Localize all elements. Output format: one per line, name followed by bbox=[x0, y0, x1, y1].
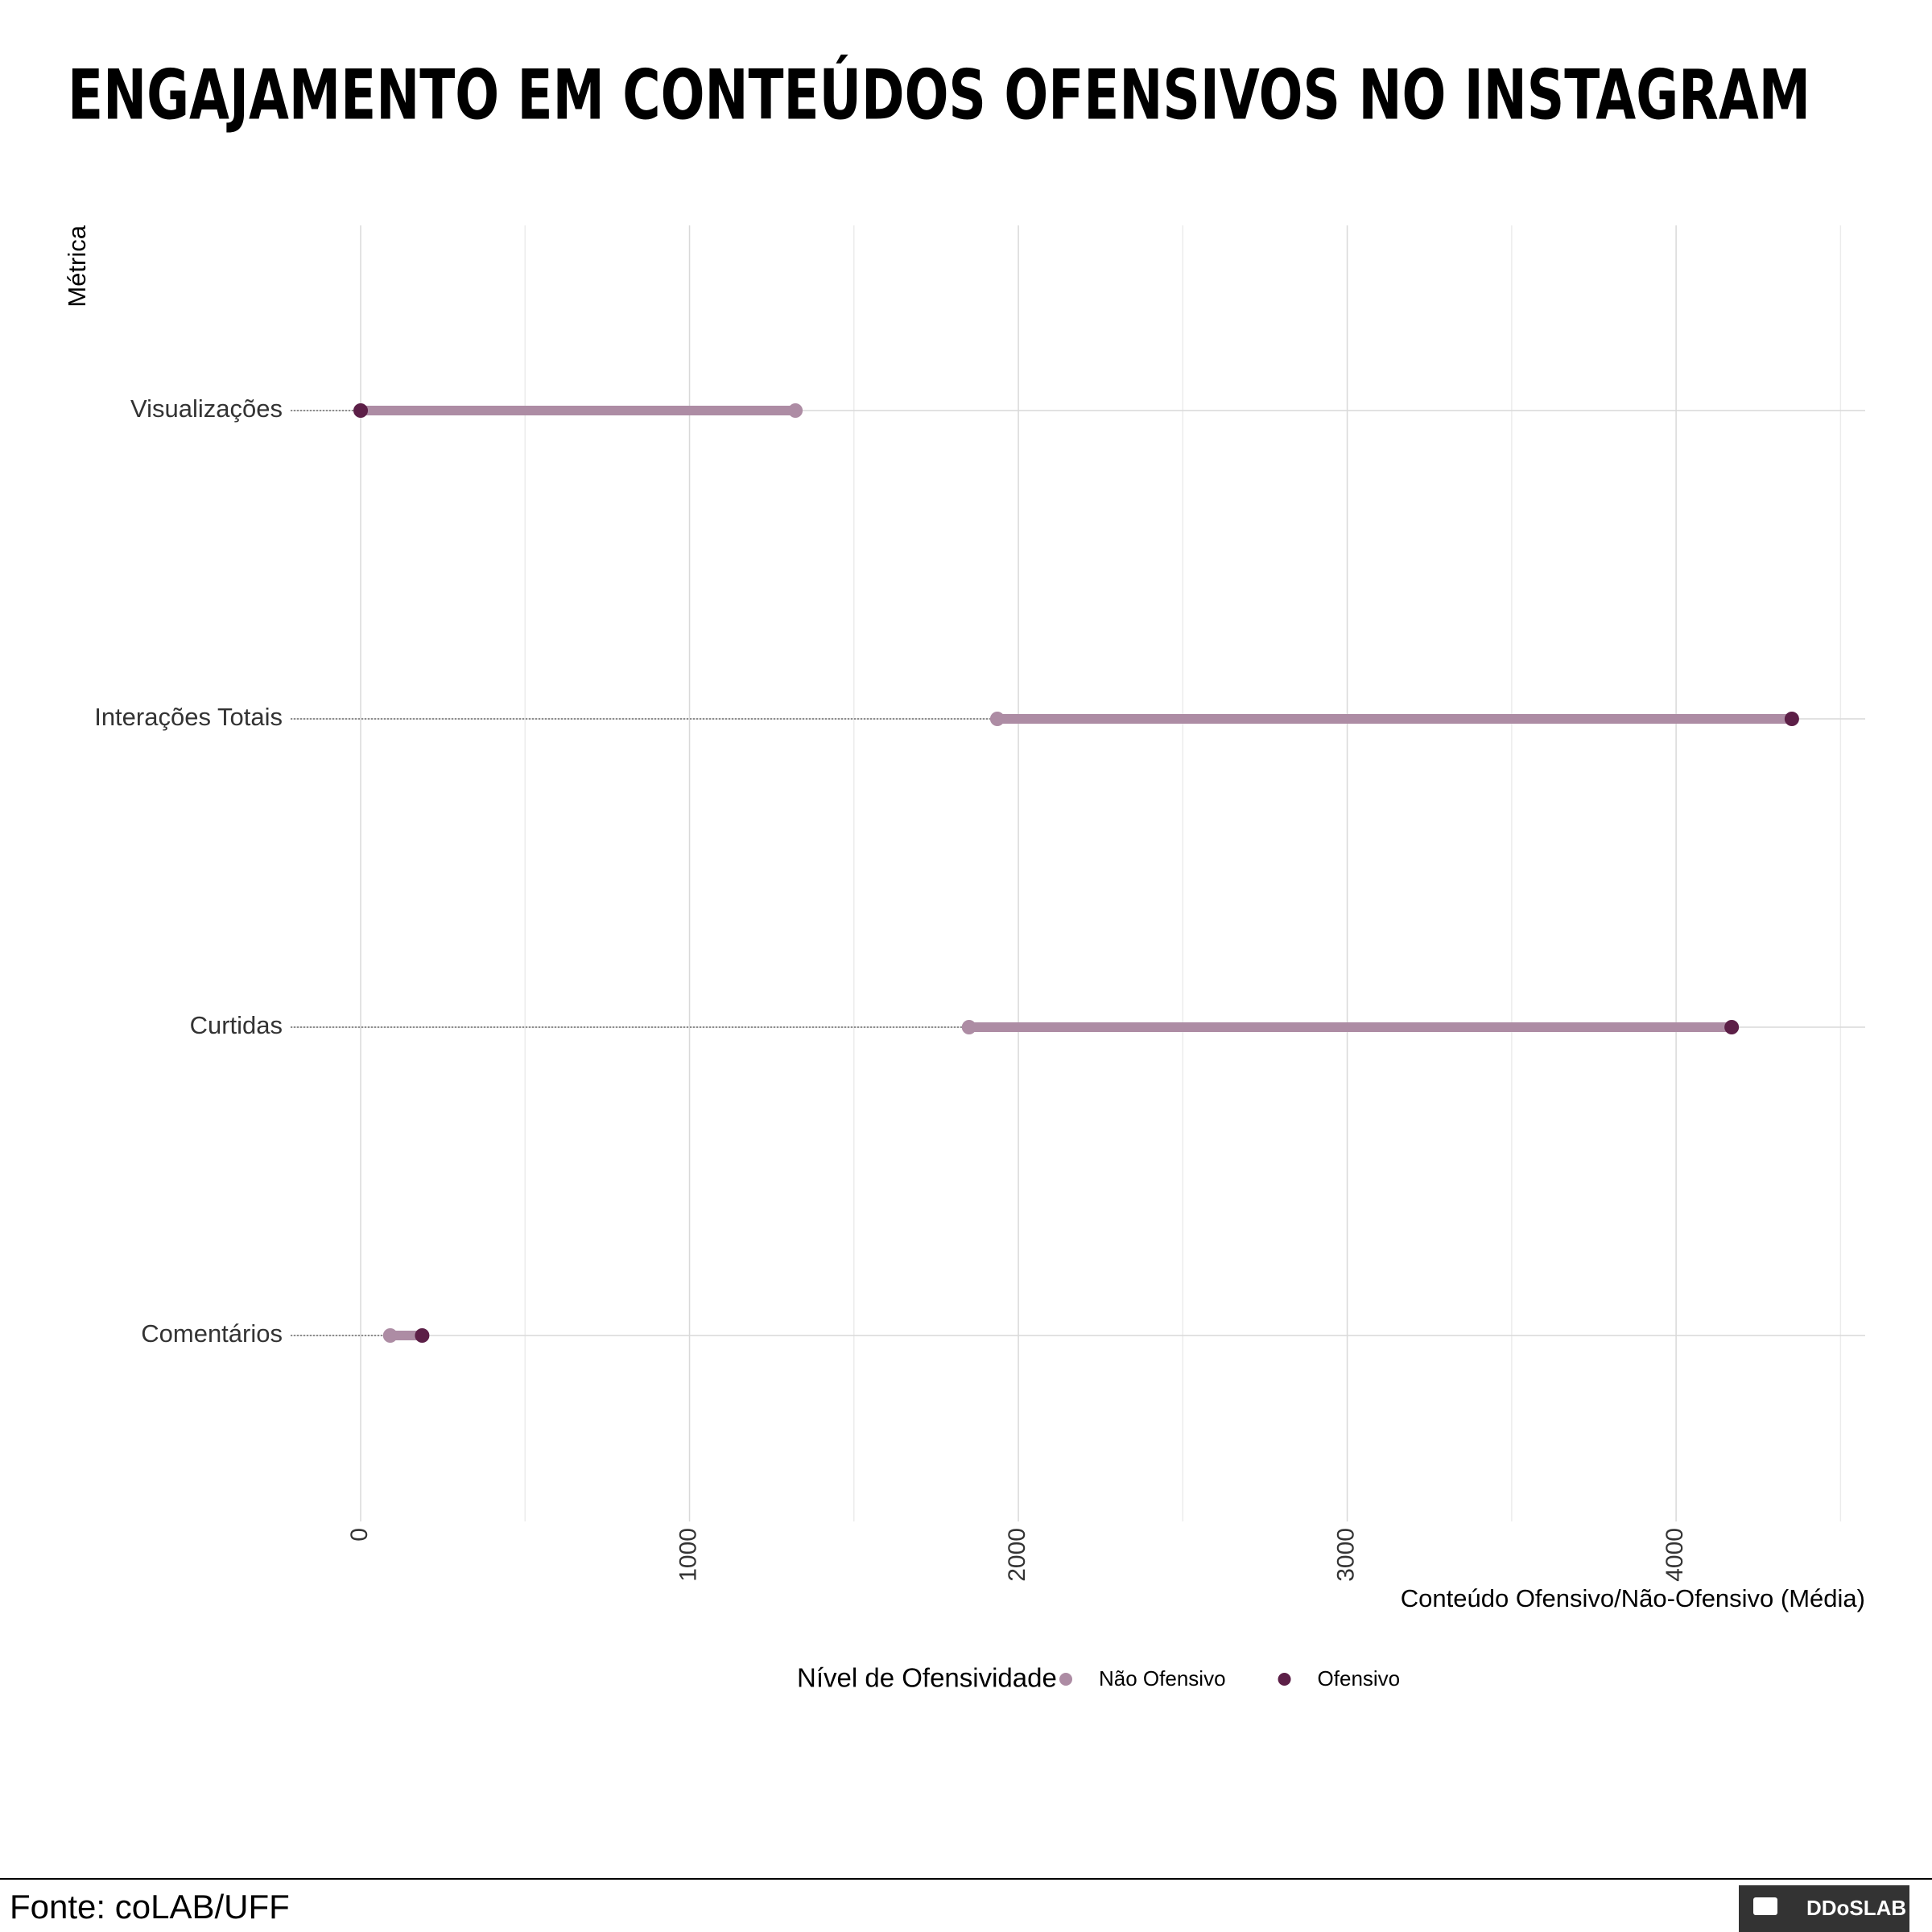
y-tick-label: Interações Totais bbox=[94, 703, 283, 731]
y-axis-title: Métrica bbox=[63, 225, 91, 307]
point bbox=[382, 1328, 398, 1343]
point bbox=[961, 1020, 976, 1034]
x-tick-label: 1000 bbox=[675, 1528, 701, 1582]
legend-label: Ofensivo bbox=[1318, 1666, 1401, 1690]
logo-icon bbox=[1753, 1897, 1777, 1915]
y-tick-label: Visualizações bbox=[130, 394, 283, 423]
chart-title: ENGAJAMENTO EM CONTEÚDOS OFENSIVOS NO IN… bbox=[68, 54, 1810, 135]
point bbox=[1784, 712, 1799, 726]
x-tick-label: 4000 bbox=[1662, 1528, 1688, 1582]
point bbox=[1724, 1020, 1740, 1034]
x-tick-label: 0 bbox=[346, 1528, 373, 1542]
legend-title: Nível de Ofensividade bbox=[797, 1663, 1057, 1693]
x-tick-label: 2000 bbox=[1004, 1528, 1030, 1582]
logo-text: DDoSLAB bbox=[1806, 1896, 1906, 1920]
legend-label: Não Ofensivo bbox=[1099, 1666, 1226, 1690]
x-tick-label: 3000 bbox=[1333, 1528, 1360, 1582]
y-tick-label: Curtidas bbox=[190, 1011, 283, 1039]
x-axis-title: Conteúdo Ofensivo/Não-Ofensivo (Média) bbox=[1401, 1584, 1865, 1612]
source: Fonte: coLAB/UFF bbox=[10, 1888, 290, 1926]
y-tick-label: Comentários bbox=[141, 1319, 283, 1348]
legend-marker bbox=[1278, 1673, 1291, 1686]
point bbox=[989, 712, 1005, 726]
point bbox=[788, 403, 803, 418]
legend-marker bbox=[1059, 1673, 1072, 1686]
point bbox=[353, 403, 369, 418]
point bbox=[415, 1328, 430, 1343]
